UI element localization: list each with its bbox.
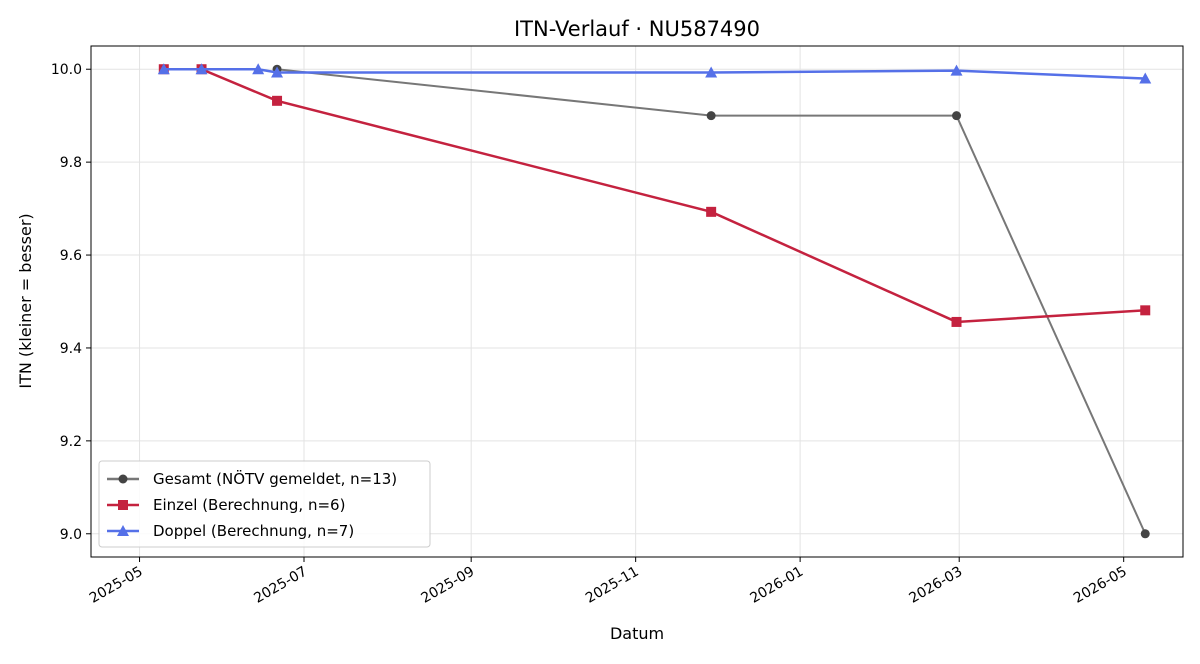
legend-item: Gesamt (NÖTV gemeldet, n=13) [107,469,397,488]
legend-label: Einzel (Berechnung, n=6) [153,496,345,514]
data-point [705,66,718,78]
legend-marker [118,500,128,510]
legend-label: Gesamt (NÖTV gemeldet, n=13) [153,469,397,488]
series-line [276,68,1147,535]
data-point [271,66,284,78]
plot-frame [90,45,1184,558]
data-point [272,95,283,106]
legend-item: Doppel (Berechnung, n=7) [107,522,354,540]
y-tick-label: 9.6 [60,248,82,264]
series-circle [272,64,1150,539]
data-point [951,316,962,327]
y-tick-label: 9.0 [60,527,82,543]
legend-item: Einzel (Berechnung, n=6) [107,496,345,514]
data-point [252,63,265,75]
legend-label: Doppel (Berechnung, n=7) [153,522,354,540]
legend-marker [118,474,128,484]
series-layer [157,63,1152,539]
y-tick-label: 9.8 [60,155,82,171]
y-tick-label: 10.0 [51,62,82,78]
legend-marker [117,525,129,536]
data-point [1139,72,1152,84]
y-tick-label: 9.4 [60,341,82,357]
data-point [706,206,717,217]
data-point [195,63,208,75]
data-point [1140,305,1151,316]
data-point [952,111,962,121]
data-point [950,64,963,76]
y-tick-label: 9.2 [60,434,82,450]
legend: Gesamt (NÖTV gemeldet, n=13) Einzel (Bere… [98,460,431,548]
series-triangle [157,63,1152,84]
data-point [706,111,716,121]
legend-frame [98,460,431,548]
chart-title: ITN-Verlauf · NU587490 [514,17,760,41]
data-point [157,63,170,75]
data-point [1140,529,1150,539]
x-axis-label: Datum [610,624,664,643]
y-axis-label: ITN (kleiner = besser) [16,213,35,388]
